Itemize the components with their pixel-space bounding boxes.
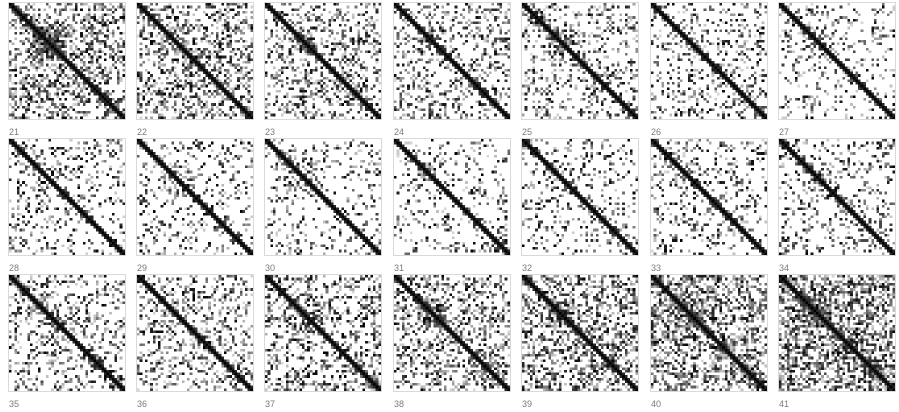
tile-label: 21 [9, 127, 20, 137]
matrix-tile[interactable] [650, 274, 768, 392]
matrix-image [9, 139, 125, 255]
matrix-image [265, 275, 381, 391]
matrix-image [394, 3, 510, 119]
matrix-tile[interactable] [393, 2, 511, 120]
matrix-tile[interactable] [778, 2, 896, 120]
tile-label: 23 [265, 127, 276, 137]
matrix-image [651, 275, 767, 391]
matrix-tile[interactable] [264, 138, 382, 256]
tile-label: 22 [137, 127, 148, 137]
tile-label: 38 [394, 399, 405, 409]
tile-label: 35 [9, 399, 20, 409]
matrix-tile[interactable] [393, 138, 511, 256]
tile-label: 31 [394, 263, 405, 273]
matrix-image [522, 275, 638, 391]
matrix-tile[interactable] [8, 138, 126, 256]
matrix-tile[interactable] [521, 2, 639, 120]
matrix-image [137, 139, 253, 255]
tile-label: 37 [265, 399, 276, 409]
matrix-image [137, 3, 253, 119]
matrix-image [9, 275, 125, 391]
matrix-image [9, 3, 125, 119]
matrix-tile[interactable] [8, 2, 126, 120]
tile-label: 34 [779, 263, 790, 273]
matrix-image [779, 3, 895, 119]
matrix-image [522, 139, 638, 255]
tile-label: 27 [779, 127, 790, 137]
tile-label: 26 [651, 127, 662, 137]
tile-label: 32 [522, 263, 533, 273]
matrix-tile[interactable] [136, 2, 254, 120]
matrix-image [651, 3, 767, 119]
matrix-tile[interactable] [393, 274, 511, 392]
matrix-image [394, 139, 510, 255]
matrix-tile[interactable] [8, 274, 126, 392]
tile-label: 40 [651, 399, 662, 409]
matrix-tile[interactable] [778, 274, 896, 392]
matrix-image [651, 139, 767, 255]
matrix-image [137, 275, 253, 391]
tile-label: 41 [779, 399, 790, 409]
tile-label: 29 [137, 263, 148, 273]
tile-label: 36 [137, 399, 148, 409]
tile-label: 25 [522, 127, 533, 137]
matrix-tile[interactable] [264, 274, 382, 392]
matrix-tile[interactable] [650, 2, 768, 120]
matrix-tile[interactable] [136, 274, 254, 392]
tile-label: 28 [9, 263, 20, 273]
matrix-image [522, 3, 638, 119]
tile-label: 33 [651, 263, 662, 273]
tile-label: 39 [522, 399, 533, 409]
matrix-image [779, 139, 895, 255]
tile-label: 24 [394, 127, 405, 137]
matrix-tile[interactable] [264, 2, 382, 120]
tile-label: 30 [265, 263, 276, 273]
matrix-tile[interactable] [521, 138, 639, 256]
matrix-tile[interactable] [778, 138, 896, 256]
matrix-image [779, 275, 895, 391]
matrix-tile[interactable] [136, 138, 254, 256]
matrix-tile[interactable] [650, 138, 768, 256]
matrix-image [265, 139, 381, 255]
matrix-image [394, 275, 510, 391]
matrix-image [265, 3, 381, 119]
matrix-tile[interactable] [521, 274, 639, 392]
